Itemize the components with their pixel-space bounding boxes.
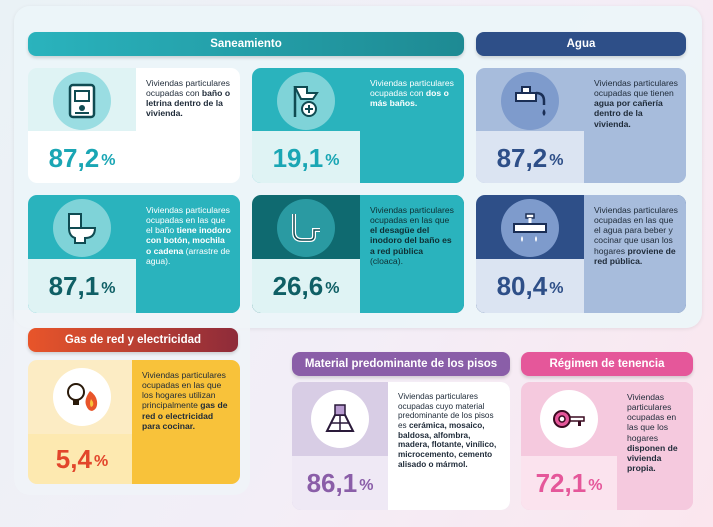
card-gas-symbol: % <box>93 453 109 470</box>
card-agua-red: 80,4% Viviendas particulares ocupadas en… <box>476 195 686 313</box>
card-gas-value: 5,4 <box>55 443 92 474</box>
card-tenencia-value: 72,1 <box>535 467 587 498</box>
card-gas-iconbox <box>28 360 136 434</box>
toilet-sign-icon <box>53 72 111 130</box>
card-desague-symbol: % <box>325 280 340 297</box>
card-pisos-value: 86,1 <box>306 467 358 498</box>
card-tenencia-symbol: % <box>588 477 603 494</box>
card-gas: 5,4% Viviendas particulares ocupadas en … <box>28 360 240 484</box>
card-dos-banos: 19,1% Viviendas particulares ocupadas co… <box>252 68 464 183</box>
card-agua-caneria-iconbox <box>476 68 584 134</box>
card-desague: 26,6% Viviendas particulares ocupadas en… <box>252 195 464 313</box>
card-bano: 87,2% Viviendas particulares ocupadas co… <box>28 68 240 183</box>
section-header-agua: Agua <box>476 32 686 56</box>
card-inodoro-iconbox <box>28 195 136 261</box>
card-agua-red-value: 80,4 <box>496 270 548 301</box>
card-agua-red-symbol: % <box>549 280 564 297</box>
key-icon <box>540 390 598 448</box>
card-bano-text: Viviendas particulares ocupadas con baño… <box>136 68 240 183</box>
card-gas-text: Viviendas particulares ocupadas en las q… <box>132 360 240 484</box>
card-dos-banos-iconbox <box>252 68 360 134</box>
card-pisos-symbol: % <box>359 477 374 494</box>
card-pisos: 86,1% Viviendas particulares ocupadas cu… <box>292 382 510 510</box>
pipe-icon <box>277 199 335 257</box>
card-desague-text: Viviendas particulares ocupadas en las q… <box>360 195 464 313</box>
card-tenencia: 72,1% Viviendas particulares ocupadas en… <box>521 382 693 510</box>
section-header-saneamiento: Saneamiento <box>28 32 464 56</box>
card-agua-caneria-value: 87,2 <box>496 142 548 173</box>
section-header-tenencia: Régimen de tenencia <box>521 352 693 376</box>
card-inodoro: 87,1% Viviendas particulares ocupadas en… <box>28 195 240 313</box>
section-header-pisos: Material predominante de los pisos <box>292 352 510 376</box>
card-agua-red-text: Viviendas particulares ocupadas en las q… <box>584 195 686 313</box>
bulb-flame-icon <box>53 368 111 426</box>
toilet-icon <box>53 199 111 257</box>
card-desague-iconbox <box>252 195 360 261</box>
card-agua-caneria-text: Viviendas particulares ocupadas que tien… <box>584 68 686 183</box>
card-bano-value: 87,2 <box>48 142 100 173</box>
card-dos-banos-text: Viviendas particulares ocupadas con dos … <box>360 68 464 183</box>
card-pisos-text: Viviendas particulares ocupadas cuyo mat… <box>388 382 510 510</box>
card-agua-red-iconbox <box>476 195 584 261</box>
card-bano-symbol: % <box>101 152 116 169</box>
shower-plus-icon <box>277 72 335 130</box>
card-inodoro-value: 87,1 <box>48 270 100 301</box>
card-inodoro-text: Viviendas particulares ocupadas en las q… <box>136 195 240 313</box>
card-agua-caneria: 87,2% Viviendas particulares ocupadas qu… <box>476 68 686 183</box>
card-dos-banos-symbol: % <box>325 152 340 169</box>
section-header-gas: Gas de red y electricidad <box>28 328 238 352</box>
card-inodoro-symbol: % <box>101 280 116 297</box>
card-tenencia-iconbox <box>521 382 617 456</box>
card-tenencia-text: Viviendas particulares ocupadas en las q… <box>617 382 693 510</box>
card-agua-caneria-symbol: % <box>549 152 564 169</box>
card-pisos-iconbox <box>292 382 388 456</box>
floor-icon <box>311 390 369 448</box>
water-pipe-icon <box>501 199 559 257</box>
faucet-icon <box>501 72 559 130</box>
card-dos-banos-value: 19,1 <box>272 142 324 173</box>
card-bano-iconbox <box>28 68 136 134</box>
card-desague-value: 26,6 <box>272 270 324 301</box>
